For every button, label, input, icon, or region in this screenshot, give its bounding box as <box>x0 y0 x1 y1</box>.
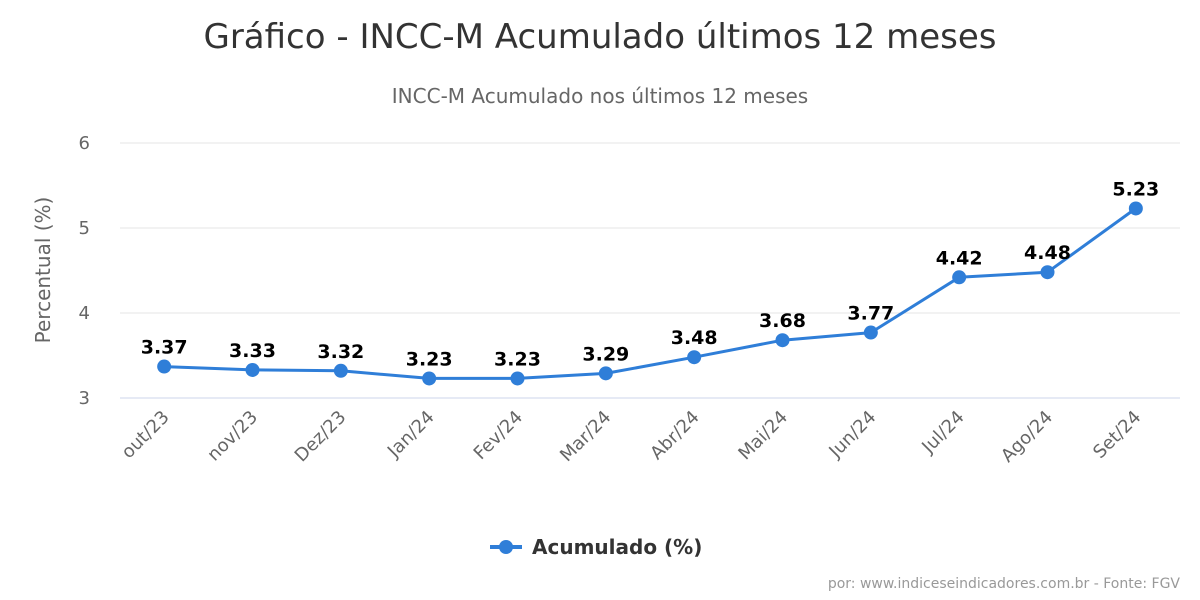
data-point[interactable] <box>598 366 613 381</box>
legend[interactable]: Acumulado (%) <box>490 535 702 559</box>
data-label: 3.32 <box>317 341 364 363</box>
data-label: 3.48 <box>671 327 718 349</box>
data-point[interactable] <box>952 270 967 285</box>
credit-text[interactable]: por: www.indiceseindicadores.com.br - Fo… <box>828 576 1181 592</box>
data-label: 3.68 <box>759 310 806 332</box>
x-tick-label: Jul/24 <box>917 407 968 458</box>
x-tick-label: Ago/24 <box>997 407 1057 467</box>
x-tick-label: Mai/24 <box>734 407 792 465</box>
data-label: 3.33 <box>229 340 276 362</box>
series-acumulado <box>162 206 1138 380</box>
legend-item-label: Acumulado (%) <box>532 535 702 559</box>
data-point[interactable] <box>1040 265 1055 280</box>
data-point[interactable] <box>422 371 437 386</box>
chart-title: Gráfico - INCC-M Acumulado últimos 12 me… <box>203 17 996 57</box>
data-label: 3.77 <box>847 303 894 325</box>
data-label: 3.23 <box>494 348 541 370</box>
x-tick-label: Set/24 <box>1089 407 1145 463</box>
x-tick-label: Abr/24 <box>646 407 703 464</box>
data-label: 3.23 <box>406 348 453 370</box>
data-point[interactable] <box>687 350 702 365</box>
data-point[interactable] <box>245 362 260 377</box>
data-label: 3.29 <box>582 343 629 365</box>
data-label: 4.48 <box>1024 242 1071 264</box>
y-tick-label: 5 <box>79 218 90 239</box>
y-tick-label: 3 <box>79 388 90 409</box>
x-axis-ticks: out/23 nov/23 Dez/23 Jan/24 Fev/24 Mar/24 Abr/… <box>118 407 1146 467</box>
x-tick-label: nov/23 <box>203 407 262 466</box>
grid-lines <box>120 142 1180 314</box>
chart-subtitle: INCC-M Acumulado nos últimos 12 meses <box>392 84 808 108</box>
legend-marker-icon <box>499 540 513 554</box>
data-label: 3.37 <box>141 337 188 359</box>
y-tick-label: 4 <box>79 303 90 324</box>
data-labels: 3.37 3.33 3.32 3.23 3.23 3.29 3.48 3.68 3.77 4.42… <box>141 178 1160 370</box>
y-axis-ticks: 3 4 5 6 <box>79 133 90 409</box>
data-point[interactable] <box>1128 201 1143 216</box>
data-point[interactable] <box>157 359 172 374</box>
x-tick-label: Jun/24 <box>824 407 880 463</box>
data-point[interactable] <box>333 363 348 378</box>
x-tick-label: Jan/24 <box>383 407 439 463</box>
data-label: 4.42 <box>936 247 983 269</box>
y-tick-label: 6 <box>79 133 90 154</box>
x-tick-label: Fev/24 <box>470 407 527 464</box>
data-label: 5.23 <box>1112 178 1159 200</box>
x-tick-label: out/23 <box>118 407 174 463</box>
data-points <box>157 201 1143 386</box>
data-point[interactable] <box>863 325 878 340</box>
data-point[interactable] <box>775 333 790 348</box>
data-point[interactable] <box>510 371 525 386</box>
series-line <box>162 206 1138 380</box>
x-tick-label: Mar/24 <box>556 407 615 466</box>
x-tick-label: Dez/23 <box>291 407 351 467</box>
y-axis-label: Percentual (%) <box>31 197 55 344</box>
